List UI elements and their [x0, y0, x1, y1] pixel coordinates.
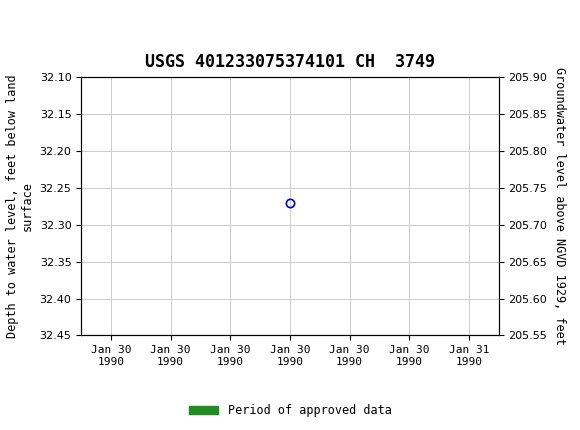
Y-axis label: Groundwater level above NGVD 1929, feet: Groundwater level above NGVD 1929, feet	[553, 68, 566, 345]
Y-axis label: Depth to water level, feet below land
surface: Depth to water level, feet below land su…	[6, 74, 34, 338]
Text: USGS 401233075374101 CH  3749: USGS 401233075374101 CH 3749	[145, 53, 435, 71]
Legend: Period of approved data: Period of approved data	[184, 399, 396, 422]
Text: ≡USGS: ≡USGS	[9, 12, 90, 33]
